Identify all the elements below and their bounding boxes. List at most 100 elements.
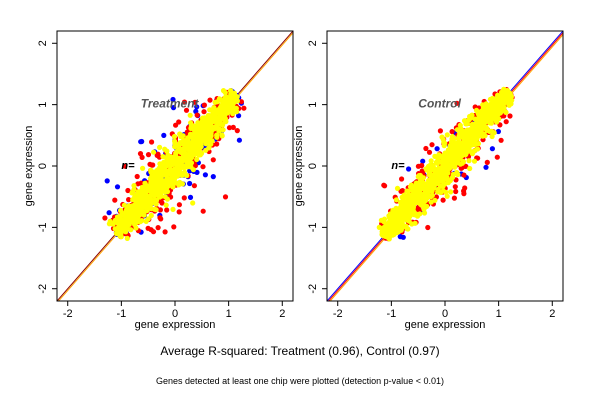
x-tick-label: 1: [496, 308, 502, 320]
data-point: [211, 126, 217, 132]
y-tick-label: -2: [37, 284, 49, 294]
data-point: [432, 197, 438, 203]
data-point: [157, 173, 163, 179]
data-point: [467, 113, 473, 120]
data-point: [222, 99, 228, 105]
data-point: [214, 141, 220, 147]
data-point: [210, 174, 216, 180]
x-tick-label: 2: [279, 308, 285, 320]
data-point: [126, 197, 132, 203]
y-tick-label: 0: [307, 163, 319, 169]
data-point: [207, 135, 213, 142]
n-label: n=: [121, 160, 135, 172]
data-point: [437, 128, 443, 134]
data-point: [146, 193, 152, 200]
x-tick-label: -2: [333, 308, 343, 320]
data-point: [139, 186, 145, 192]
data-point: [454, 100, 460, 106]
data-point: [495, 128, 501, 135]
plot-area: [327, 31, 563, 301]
data-point: [452, 164, 458, 170]
data-point: [144, 199, 150, 205]
data-point: [126, 203, 132, 209]
data-point: [416, 185, 422, 191]
data-point: [429, 188, 435, 194]
x-tick-label: 0: [172, 308, 178, 320]
data-point: [462, 119, 469, 125]
data-point: [161, 181, 167, 187]
data-point: [203, 147, 209, 153]
data-point: [200, 208, 206, 214]
data-point: [116, 224, 122, 230]
data-point: [112, 197, 118, 203]
data-point: [435, 160, 441, 166]
data-point: [185, 156, 191, 162]
data-point: [419, 168, 425, 174]
data-point: [132, 194, 138, 200]
data-point: [228, 91, 234, 97]
data-point: [393, 197, 399, 203]
data-point: [459, 153, 465, 159]
data-point: [138, 139, 144, 145]
data-point: [432, 153, 438, 159]
data-point: [399, 176, 405, 182]
data-point: [471, 158, 478, 164]
data-point: [400, 211, 407, 217]
data-point: [187, 131, 194, 137]
data-point: [175, 155, 181, 161]
data-point: [447, 143, 453, 149]
data-point: [157, 215, 163, 221]
data-point: [139, 204, 145, 210]
data-point: [430, 177, 436, 183]
data-point: [172, 159, 178, 165]
n-label: n=: [391, 160, 405, 172]
data-point: [114, 184, 121, 190]
data-point: [472, 126, 478, 132]
data-point: [176, 202, 182, 208]
data-point: [421, 206, 427, 212]
x-tick-label: -2: [63, 308, 73, 320]
data-point: [449, 159, 456, 166]
data-point: [147, 176, 154, 182]
data-point: [451, 171, 457, 177]
data-point: [495, 92, 501, 98]
data-point: [452, 184, 458, 190]
data-point: [442, 176, 448, 182]
data-point: [506, 90, 512, 96]
data-point: [448, 189, 454, 195]
data-point: [487, 115, 494, 121]
data-point: [496, 116, 502, 122]
data-point: [491, 130, 497, 136]
data-point: [218, 108, 224, 114]
data-point: [438, 189, 444, 196]
data-point: [171, 133, 178, 140]
data-point: [220, 88, 227, 94]
data-point: [234, 128, 240, 134]
data-point: [134, 214, 140, 220]
data-point: [121, 202, 127, 208]
data-point: [509, 97, 515, 103]
data-point: [484, 118, 490, 124]
y-tick-label: 1: [37, 102, 49, 108]
data-point: [173, 122, 179, 128]
data-point: [160, 154, 166, 160]
data-point: [407, 184, 414, 190]
data-point: [131, 183, 137, 189]
data-point: [168, 162, 174, 168]
x-tick-label: 1: [226, 308, 232, 320]
data-point: [201, 109, 207, 115]
data-point: [215, 116, 221, 122]
data-point: [388, 216, 394, 222]
data-point: [461, 135, 467, 141]
data-point: [457, 131, 463, 137]
data-point: [212, 99, 218, 105]
data-point: [200, 164, 206, 170]
data-point: [153, 207, 159, 213]
data-point: [126, 218, 132, 225]
data-point: [181, 146, 187, 152]
data-point: [230, 124, 236, 130]
data-point: [222, 95, 228, 101]
data-point: [390, 207, 396, 213]
data-point: [162, 229, 168, 235]
data-point: [401, 192, 407, 198]
